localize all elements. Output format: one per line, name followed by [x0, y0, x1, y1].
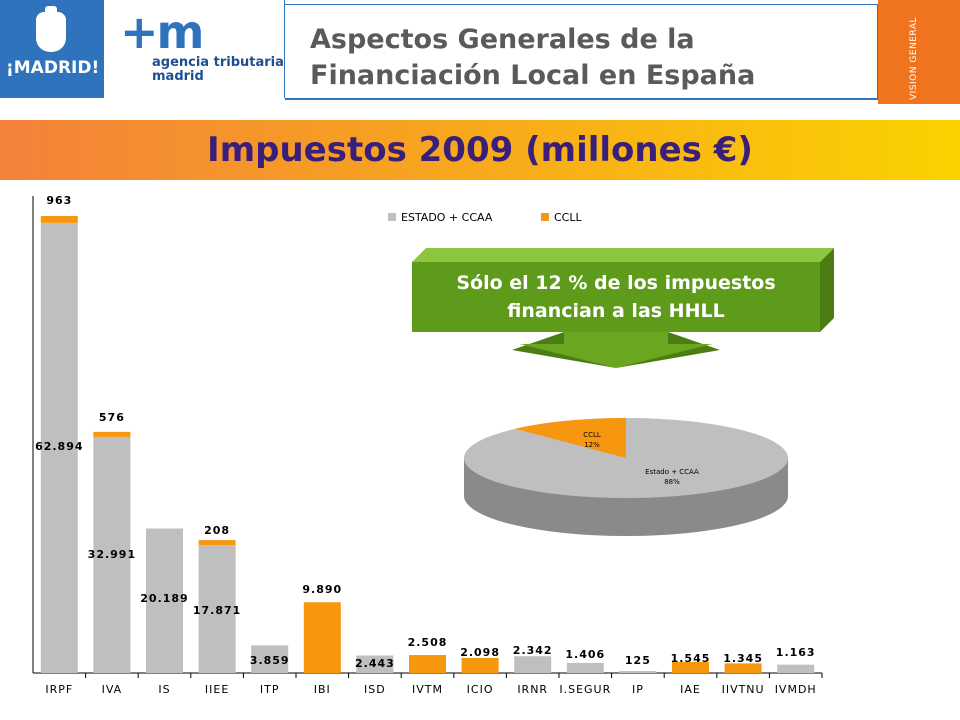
x-tick-label-iae: IAE — [680, 683, 701, 696]
data-label: 2.443 — [355, 657, 395, 670]
x-tick-label-iiee: IIEE — [205, 683, 229, 696]
data-label: 1.406 — [565, 648, 605, 661]
bar-ccll-iiee — [198, 540, 236, 546]
data-label: 20.189 — [140, 592, 188, 605]
bar-ccll-iva — [93, 431, 131, 437]
pie-label-ccll-name: CCLL — [583, 431, 601, 439]
callout-top-face — [412, 248, 834, 262]
bar-ccll-iae — [672, 661, 709, 673]
x-tick-label-iva: IVA — [102, 683, 123, 696]
callout-arrow — [520, 332, 712, 368]
data-label: 2.508 — [408, 636, 448, 649]
bar-ccll-ivtm — [409, 655, 446, 673]
bar-estado-itp — [251, 645, 289, 673]
data-label: 17.871 — [193, 604, 241, 617]
bar-estado-irpf — [40, 222, 78, 673]
bar-estado-isd — [356, 655, 394, 673]
legend-label-estado: ESTADO + CCAA — [401, 211, 493, 224]
agencia-line1: agencia tributaria — [152, 55, 284, 70]
x-tick-label-icio: ICIO — [467, 683, 494, 696]
bar-ccll-irpf — [40, 216, 78, 223]
legend-label-ccll: CCLL — [554, 211, 582, 224]
page-title-line1: Aspectos Generales de la — [310, 24, 695, 55]
data-label: 1.163 — [776, 646, 816, 659]
x-tick-label-ip: IP — [632, 683, 644, 696]
x-tick-label-irpf: IRPF — [45, 683, 73, 696]
bar-ccll-iivtnu — [724, 663, 762, 673]
page-title-line2: Financiación Local en España — [310, 60, 756, 91]
madrid-shield-icon — [36, 6, 66, 52]
data-label: 208 — [204, 524, 230, 537]
x-tick-label-i.segur: I.SEGUR — [559, 683, 611, 696]
agencia-name: agencia tributaria madrid — [152, 56, 284, 84]
data-label: 32.991 — [88, 548, 136, 561]
bar-ccll-icio — [461, 657, 499, 673]
bar-estado-iva — [93, 436, 131, 673]
agencia-line2: madrid — [152, 69, 204, 84]
data-label: 1.545 — [671, 652, 711, 665]
data-label: 2.342 — [513, 644, 553, 657]
page-title: Aspectos Generales de la Financiación Lo… — [310, 22, 870, 94]
data-label: 3.859 — [250, 654, 290, 667]
bar-estado-i.segur — [566, 662, 604, 673]
agencia-mark: +m — [120, 5, 204, 59]
callout-box: Sólo el 12 % de los impuestos financian … — [412, 262, 820, 332]
x-tick-label-isd: ISD — [364, 683, 386, 696]
madrid-logo-text: ¡MADRID! — [6, 58, 100, 78]
agencia-tributaria-logo: +m agencia tributaria madrid — [106, 0, 285, 98]
section-tab-label: VISION GENERAL — [909, 17, 919, 100]
pie-label-estado-name: Estado + CCAA — [645, 468, 699, 476]
data-label: 9.890 — [302, 583, 342, 596]
banner — [0, 120, 960, 180]
callout-side-face — [820, 248, 834, 332]
x-tick-label-ivtm: IVTM — [412, 683, 443, 696]
x-tick-label-ivmdh: IVMDH — [775, 683, 817, 696]
bar-estado-iiee — [198, 545, 236, 673]
legend-swatch-ccll — [541, 213, 549, 221]
x-tick-label-irnr: IRNR — [517, 683, 548, 696]
pie-label-ccll-value: 12% — [584, 441, 600, 449]
pie-slice-ccll — [515, 417, 626, 458]
bar-estado-ivmdh — [777, 664, 815, 673]
bar-ccll-ibi — [303, 602, 341, 673]
callout-line2: financian a las HHLL — [507, 300, 725, 322]
data-label: 963 — [46, 194, 72, 207]
x-tick-label-is: IS — [158, 683, 170, 696]
callout-line1: Sólo el 12 % de los impuestos — [456, 272, 776, 294]
data-label: 1.345 — [723, 652, 763, 665]
section-tab: VISION GENERAL — [878, 0, 960, 104]
data-label: 125 — [625, 654, 651, 667]
x-tick-label-iivtnu: IIVTNU — [722, 683, 765, 696]
bar-estado-irnr — [514, 656, 552, 673]
bar-estado-ip — [619, 671, 657, 673]
bar-estado-is — [146, 528, 183, 673]
pie-label-estado-value: 88% — [664, 478, 680, 486]
data-label: 576 — [99, 411, 125, 424]
x-tick-label-ibi: IBI — [314, 683, 331, 696]
header-frame — [285, 4, 878, 100]
legend-swatch-estado — [388, 213, 396, 221]
madrid-logo: ¡MADRID! — [0, 0, 104, 98]
slide-title: Impuestos 2009 (millones €) — [207, 130, 753, 170]
x-tick-label-itp: ITP — [260, 683, 280, 696]
tax-chart: IRPF IVA IS IIEE ITP IBI ISD IVTM ICIO IRNR I.SEGU… — [32, 194, 834, 696]
data-label: 2.098 — [460, 646, 500, 659]
data-label: 62.894 — [35, 440, 83, 453]
